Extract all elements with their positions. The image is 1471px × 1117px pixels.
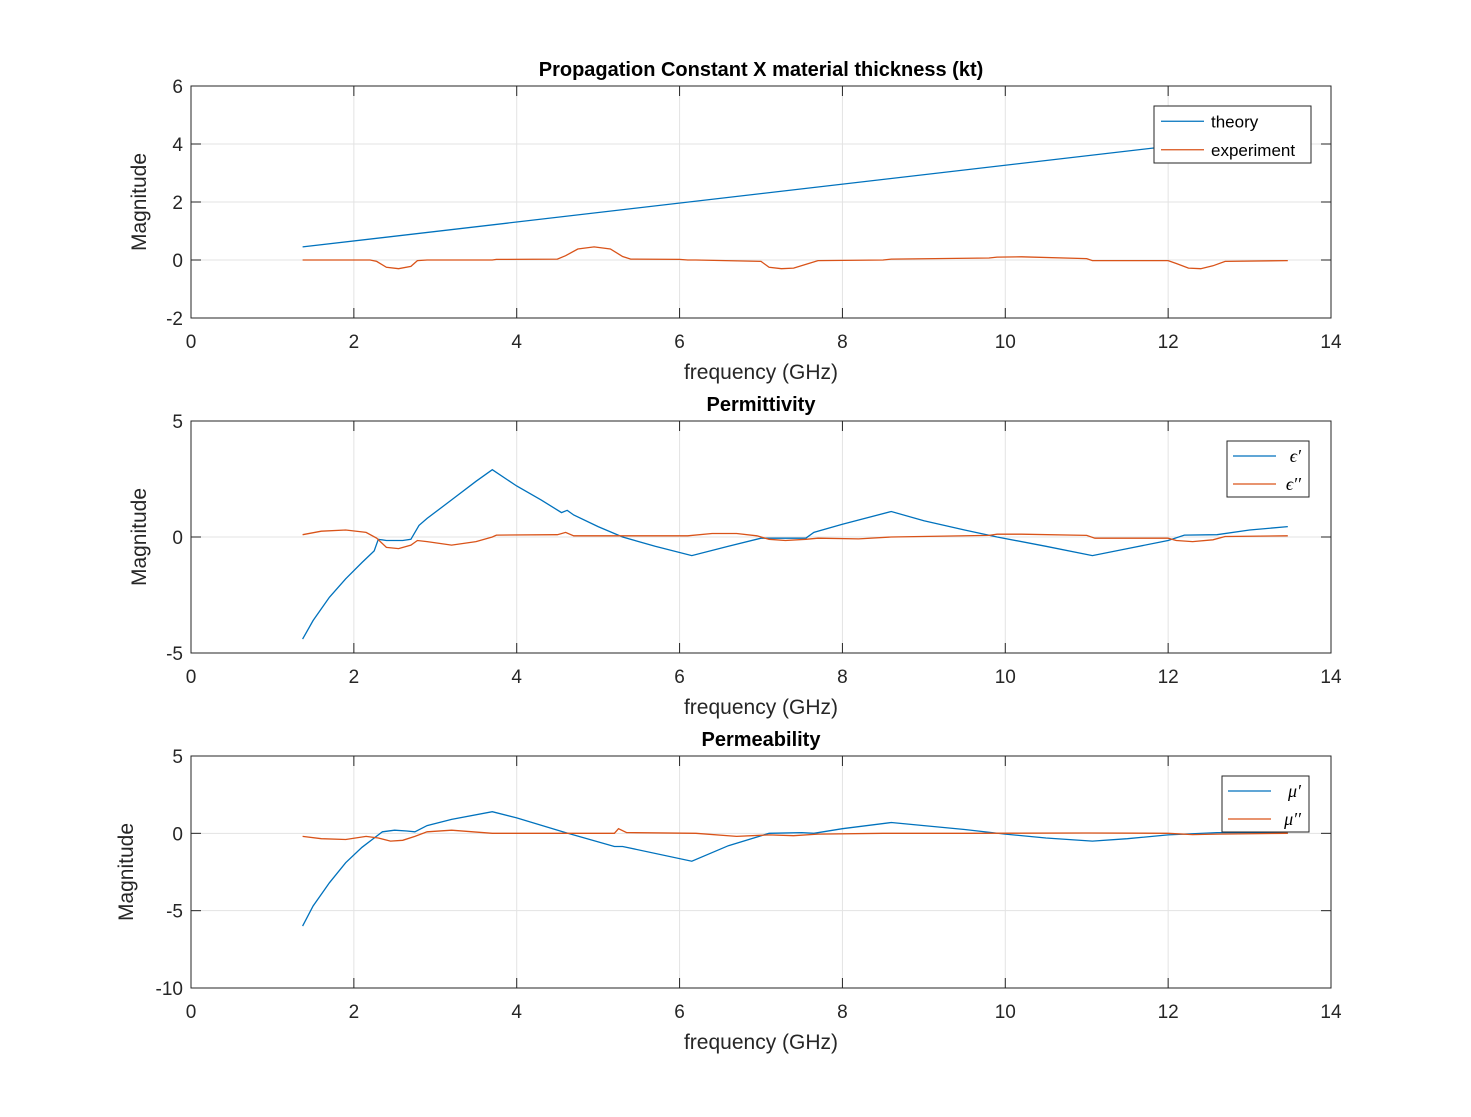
x-tick-label: 10 bbox=[995, 1002, 1016, 1023]
x-tick-label: 6 bbox=[674, 332, 685, 353]
x-tick-label: 6 bbox=[674, 667, 685, 688]
chart-title: Permeability bbox=[702, 729, 822, 751]
x-tick-label: 12 bbox=[1158, 1002, 1179, 1023]
legend-box bbox=[1226, 440, 1310, 498]
y-axis-label: Magnitude bbox=[128, 488, 151, 586]
x-tick-label: 10 bbox=[995, 332, 1016, 353]
y-axis-label: Magnitude bbox=[115, 823, 138, 921]
chart-title: Permittivity bbox=[707, 394, 817, 416]
x-tick-label: 6 bbox=[674, 1002, 685, 1023]
y-tick-label: 0 bbox=[172, 824, 183, 845]
chart-title: Propagation Constant X material thicknes… bbox=[539, 59, 984, 81]
x-tick-label: 12 bbox=[1158, 667, 1179, 688]
y-tick-label: -5 bbox=[166, 644, 183, 665]
y-tick-label: -10 bbox=[156, 979, 183, 1000]
legend-label: μ′′ bbox=[1283, 809, 1302, 829]
x-tick-label: 14 bbox=[1320, 1002, 1342, 1023]
series-line-b bbox=[302, 529, 1288, 550]
x-tick-label: 8 bbox=[837, 1002, 848, 1023]
y-tick-label: 2 bbox=[172, 193, 183, 214]
x-axis-label: frequency (GHz) bbox=[684, 1031, 838, 1054]
y-tick-label: 6 bbox=[172, 77, 183, 98]
x-tick-label: 0 bbox=[186, 332, 197, 353]
legend-label: ϵ′′ bbox=[1286, 474, 1302, 494]
subplot-3: 0 2 4 6 8 10 12 14 -10 -5 0 5 Permeability frequency … bbox=[115, 729, 1342, 1054]
x-tick-label: 8 bbox=[837, 667, 848, 688]
x-tick-label: 12 bbox=[1158, 332, 1179, 353]
legend: μ′ μ′′ bbox=[1221, 775, 1310, 833]
x-tick-label: 14 bbox=[1320, 667, 1342, 688]
axes-box bbox=[190, 755, 1332, 989]
series-line-b bbox=[302, 827, 1288, 842]
legend-box bbox=[1221, 775, 1310, 833]
series-line-a bbox=[302, 811, 1288, 927]
x-tick-label: 2 bbox=[349, 1002, 360, 1023]
x-tick-label: 0 bbox=[186, 667, 197, 688]
x-tick-label: 4 bbox=[511, 332, 522, 353]
legend-label: ϵ′ bbox=[1290, 446, 1302, 466]
x-tick-label: 8 bbox=[837, 332, 848, 353]
legend-box bbox=[1153, 105, 1312, 164]
y-tick-label: -2 bbox=[166, 309, 183, 330]
legend: ϵ′ ϵ′′ bbox=[1226, 440, 1310, 498]
x-tick-label: 2 bbox=[349, 332, 360, 353]
y-tick-label: -5 bbox=[166, 902, 183, 923]
x-tick-label: 0 bbox=[186, 1002, 197, 1023]
y-axis-label: Magnitude bbox=[128, 153, 151, 251]
series-line-b bbox=[302, 246, 1288, 270]
legend: theory experiment bbox=[1153, 105, 1312, 164]
series-line-a bbox=[302, 468, 1288, 640]
y-tick-label: 0 bbox=[172, 251, 183, 272]
legend-label: theory bbox=[1211, 112, 1259, 131]
x-tick-label: 2 bbox=[349, 667, 360, 688]
y-tick-label: 4 bbox=[172, 135, 183, 156]
x-tick-label: 4 bbox=[511, 667, 522, 688]
legend-label: experiment bbox=[1211, 141, 1295, 160]
x-tick-label: 4 bbox=[511, 1002, 522, 1023]
x-axis-label: frequency (GHz) bbox=[684, 696, 838, 719]
y-tick-label: 5 bbox=[172, 747, 183, 768]
series-line-a bbox=[302, 131, 1288, 248]
x-axis-label: frequency (GHz) bbox=[684, 361, 838, 384]
legend-label: μ′ bbox=[1287, 781, 1302, 801]
x-tick-label: 10 bbox=[995, 667, 1016, 688]
y-tick-label: 5 bbox=[172, 412, 183, 433]
y-tick-label: 0 bbox=[172, 528, 183, 549]
x-tick-label: 14 bbox=[1320, 332, 1342, 353]
